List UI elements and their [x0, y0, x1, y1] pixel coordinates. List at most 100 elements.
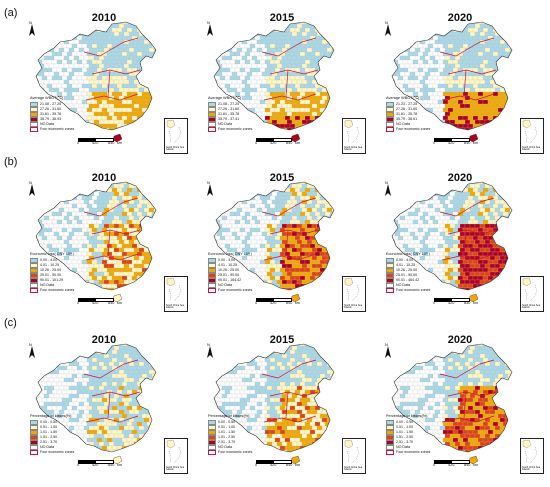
region-cell — [123, 183, 130, 189]
region-cell — [62, 132, 67, 136]
region-cell — [153, 353, 156, 359]
region-cell — [457, 75, 464, 81]
region-cell — [38, 79, 45, 85]
region-cell — [38, 199, 45, 205]
region-cell — [509, 127, 512, 130]
region-cell — [284, 123, 291, 129]
region-cell — [118, 31, 125, 37]
region-cell — [467, 211, 474, 217]
region-cell — [487, 203, 494, 209]
region-cell — [93, 103, 100, 109]
region-cell — [452, 75, 459, 81]
region-cell — [286, 239, 293, 245]
region-cell — [271, 119, 278, 125]
region-cell — [103, 63, 110, 69]
region-cell — [497, 203, 504, 209]
region-cell — [141, 365, 148, 371]
region-cell — [244, 22, 251, 25]
region-cell — [153, 231, 156, 237]
region-cell — [111, 27, 118, 33]
region-cell — [91, 59, 98, 65]
region-cell — [311, 95, 318, 101]
region-cell — [219, 35, 226, 41]
region-cell — [412, 83, 419, 89]
region-cell — [331, 263, 334, 269]
region-cell — [131, 259, 138, 265]
region-cell — [138, 183, 145, 189]
region-cell — [331, 271, 334, 277]
region-cell — [86, 235, 93, 241]
region-cell — [301, 207, 308, 213]
region-cell — [234, 59, 241, 65]
region-cell — [224, 35, 231, 41]
region-cell — [311, 23, 318, 29]
region-cell — [48, 215, 55, 221]
region-cell — [219, 195, 226, 201]
region-cell — [276, 183, 283, 189]
region-cell — [43, 79, 50, 85]
region-cell — [246, 79, 253, 85]
region-cell — [229, 243, 236, 249]
region-cell — [279, 203, 286, 209]
region-cell — [489, 183, 496, 189]
region-cell — [48, 31, 55, 37]
region-cell — [141, 235, 148, 241]
region-cell — [138, 215, 145, 221]
region-cell — [274, 182, 281, 185]
region-cell — [259, 243, 266, 249]
region-cell — [66, 203, 73, 209]
region-cell — [296, 31, 303, 37]
region-cell — [93, 183, 100, 189]
region-cell — [251, 55, 258, 61]
region-cell — [53, 87, 60, 93]
region-cell — [291, 39, 298, 45]
region-cell — [331, 255, 334, 261]
region-cell — [264, 67, 271, 73]
region-cell — [131, 182, 138, 185]
region-cell — [48, 353, 55, 359]
region-cell — [38, 353, 45, 359]
region-cell — [409, 207, 416, 213]
region-cell — [98, 39, 105, 45]
legend-swatch — [30, 121, 38, 127]
region-cell — [507, 275, 512, 281]
region-cell — [424, 31, 431, 37]
region-cell — [326, 31, 333, 37]
region-cell — [442, 35, 449, 41]
region-cell — [306, 63, 313, 69]
region-cell — [157, 358, 162, 362]
region-cell — [474, 55, 481, 61]
region-cell — [234, 187, 241, 193]
region-cell — [133, 215, 140, 221]
region-cell — [434, 255, 441, 261]
region-cell — [499, 183, 506, 189]
region-cell — [467, 51, 474, 57]
region-cell — [53, 207, 60, 213]
region-cell — [98, 223, 105, 229]
region-cell — [319, 99, 326, 105]
region-cell — [141, 283, 148, 289]
region-cell — [414, 23, 421, 29]
region-cell — [299, 243, 306, 249]
region-cell — [417, 243, 424, 249]
region-cell — [73, 103, 80, 109]
region-cell — [504, 247, 511, 253]
region-cell — [437, 99, 444, 105]
region-cell — [509, 271, 512, 277]
region-cell — [509, 39, 512, 45]
region-cell — [36, 27, 43, 33]
region-cell — [286, 111, 293, 117]
region-cell — [497, 211, 504, 217]
region-cell — [427, 75, 434, 81]
region-cell — [216, 239, 223, 245]
region-cell — [153, 223, 156, 229]
region-cell — [469, 207, 476, 213]
region-cell — [515, 216, 520, 220]
legend-item: 35.79 - 36.93 — [30, 116, 74, 122]
region-cell — [479, 79, 486, 85]
region-cell — [335, 292, 340, 296]
region-cell — [429, 287, 436, 290]
region-cell — [36, 182, 43, 185]
region-cell — [397, 75, 404, 81]
region-cell — [394, 239, 401, 245]
